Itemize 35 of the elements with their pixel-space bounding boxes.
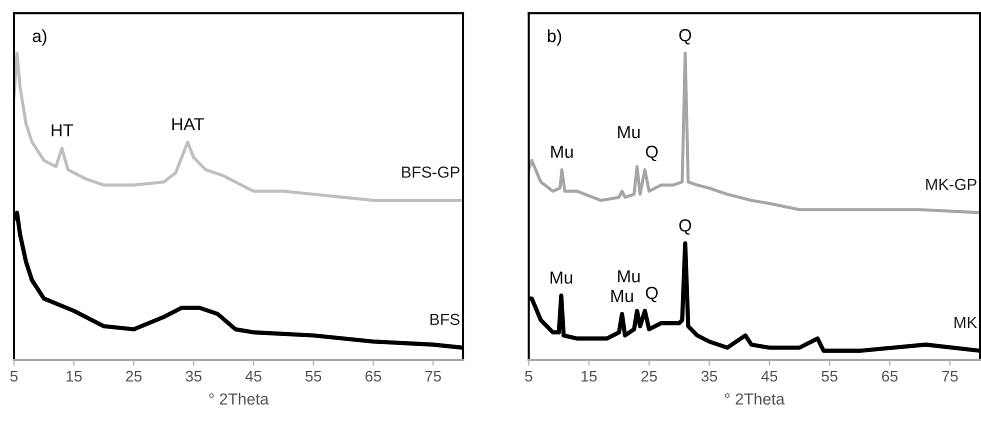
series-label: BFS-GP — [402, 166, 460, 178]
x-tick-label: 75 — [942, 370, 958, 382]
annotation: Q — [679, 29, 692, 44]
annotation: HAT — [172, 118, 204, 130]
annotation: Q — [679, 219, 692, 235]
series-label: MK — [954, 317, 978, 328]
text: b) — [548, 29, 562, 46]
x-tick-label: 75 — [425, 370, 441, 382]
x-tick-label: 5 — [10, 370, 18, 382]
x-tick-label: 65 — [366, 370, 382, 382]
annotation: Mu — [550, 272, 572, 284]
annotation: Q — [646, 146, 658, 162]
x-tick-label: 15 — [582, 370, 597, 382]
x-tick-label: 65 — [882, 370, 898, 382]
x-axis-title: ° 2Theta — [209, 392, 269, 405]
annotation: HT — [52, 124, 74, 136]
annotation: Mu — [551, 146, 573, 158]
x-axis-title: ° 2Theta — [725, 392, 785, 405]
x-tick-label: 45 — [761, 370, 778, 382]
x-tick-label: 55 — [822, 370, 838, 382]
series-label: MK-GP — [926, 178, 976, 190]
x-tick-label: 35 — [701, 370, 718, 382]
series-label: BFS — [430, 314, 460, 326]
annotation: Mu — [618, 270, 640, 282]
x-tick-label: 25 — [126, 370, 142, 382]
x-tick-label: 45 — [245, 370, 262, 382]
annotation: Mu — [618, 126, 640, 138]
annotation: Q — [646, 286, 658, 302]
x-tick-label: 55 — [305, 370, 322, 382]
x-tick-label: 15 — [66, 370, 82, 382]
x-tick-label: 35 — [186, 370, 202, 382]
x-tick-label: 25 — [641, 370, 657, 382]
annotation: Mu — [611, 290, 633, 302]
text: a) — [32, 29, 46, 46]
x-tick-label: 5 — [525, 370, 532, 382]
